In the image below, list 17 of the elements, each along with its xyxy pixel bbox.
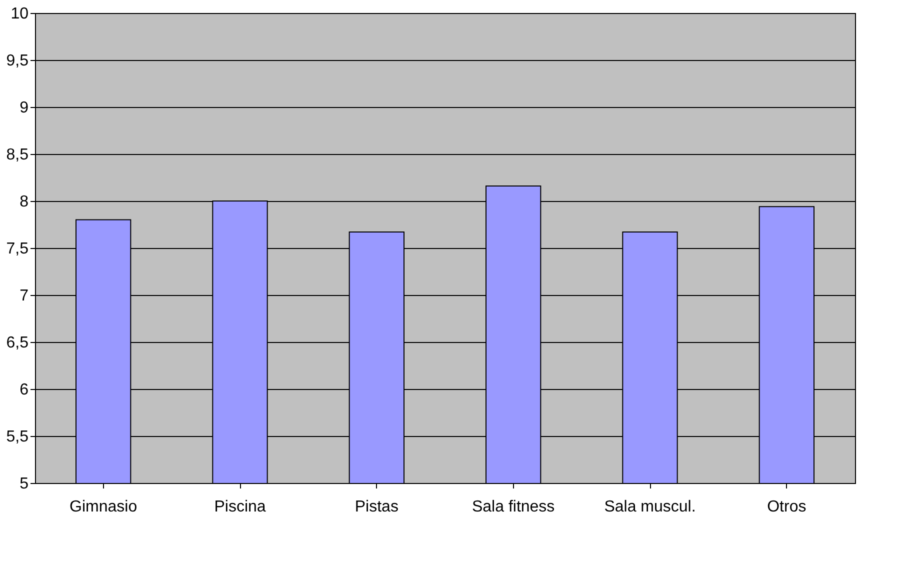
x-tick-label: Otros <box>767 498 806 516</box>
x-tick-label: Pistas <box>354 498 398 516</box>
y-tick-label: 8 <box>20 194 29 210</box>
y-tick-label: 7 <box>20 288 29 304</box>
x-tick-label: Gimnasio <box>70 498 138 516</box>
x-tick-label: Piscina <box>214 498 266 516</box>
y-tick-label: 5,5 <box>6 428 29 446</box>
y-tick-label: 6,5 <box>6 334 29 352</box>
x-tick-label: Sala muscul. <box>604 498 696 516</box>
x-tick-label: Sala fitness <box>472 498 555 516</box>
y-tick-label: 6 <box>20 382 29 398</box>
y-tick-label: 8,5 <box>6 146 29 164</box>
y-tick-label: 10 <box>10 6 29 22</box>
y-tick-label: 7,5 <box>6 240 29 258</box>
y-tick-label: 5 <box>20 476 29 492</box>
y-tick-label: 9,5 <box>6 52 29 70</box>
y-tick-label: 9 <box>20 100 29 116</box>
